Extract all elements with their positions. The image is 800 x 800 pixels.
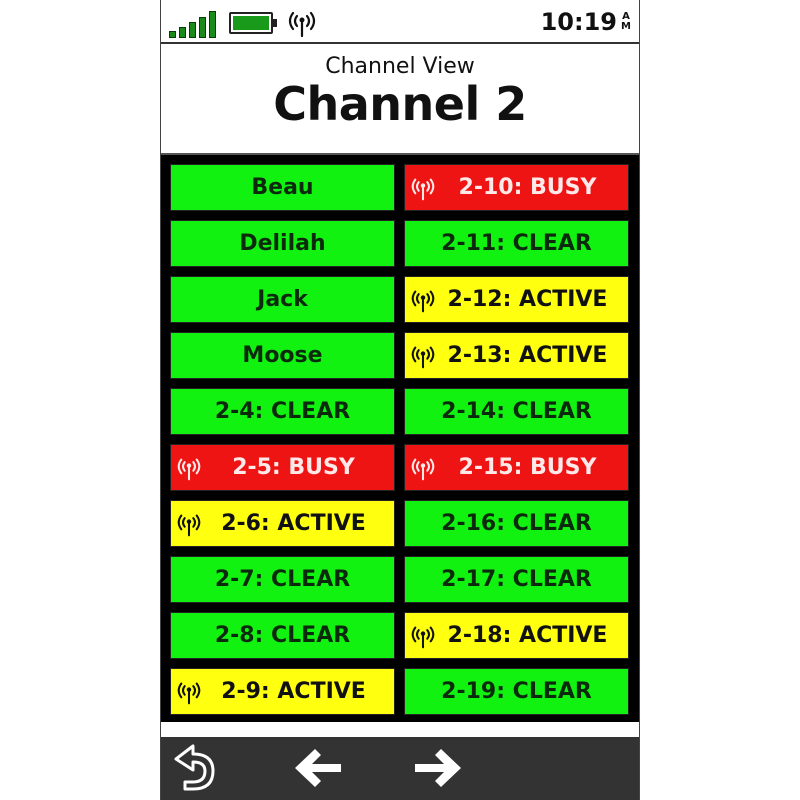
channel-label: 2-19: CLEAR	[441, 679, 592, 704]
antenna-icon	[177, 514, 201, 537]
channel-cell[interactable]: 2-4: CLEAR	[170, 388, 395, 435]
channel-label: 2-4: CLEAR	[214, 399, 351, 424]
channel-label: Moose	[242, 343, 323, 368]
channel-cell[interactable]: 2-16: CLEAR	[404, 500, 629, 547]
channel-label: 2-13: ACTIVE	[447, 343, 608, 368]
channel-cell[interactable]: 2-19: CLEAR	[404, 668, 629, 715]
channel-label: Delilah	[239, 231, 326, 256]
channel-cell[interactable]: Moose	[170, 332, 395, 379]
channel-cell[interactable]: 2-11: CLEAR	[404, 220, 629, 267]
page-subtitle: Channel View	[325, 54, 475, 79]
channel-label: 2-14: CLEAR	[441, 399, 592, 424]
channel-label: 2-18: ACTIVE	[447, 623, 608, 648]
page-title: Channel 2	[273, 77, 527, 131]
channel-cell[interactable]: 2-5: BUSY	[170, 444, 395, 491]
channel-cell[interactable]: 2-18: ACTIVE	[404, 612, 629, 659]
signal-bars-icon	[169, 11, 216, 38]
channel-label: 2-17: CLEAR	[441, 567, 592, 592]
channel-label: 2-16: CLEAR	[441, 511, 592, 536]
channel-label: 2-7: CLEAR	[214, 567, 351, 592]
channel-label: 2-12: ACTIVE	[447, 287, 608, 312]
arrow-left-icon[interactable]	[291, 743, 347, 793]
channel-label: 2-9: ACTIVE	[221, 679, 366, 704]
channel-cell[interactable]: 2-6: ACTIVE	[170, 500, 395, 547]
channel-label: 2-5: BUSY	[232, 455, 355, 480]
channel-label: 2-15: BUSY	[458, 455, 597, 480]
channel-cell[interactable]: 2-13: ACTIVE	[404, 332, 629, 379]
antenna-icon	[411, 290, 435, 313]
bottom-nav	[161, 737, 639, 800]
channel-label: 2-6: ACTIVE	[221, 511, 366, 536]
channel-label: Jack	[257, 287, 308, 312]
channel-cell[interactable]: Beau	[170, 164, 395, 211]
antenna-icon	[288, 11, 316, 38]
back-icon[interactable]	[171, 743, 227, 793]
channel-cell[interactable]: 2-15: BUSY	[404, 444, 629, 491]
channel-cell[interactable]: 2-14: CLEAR	[404, 388, 629, 435]
channel-cell[interactable]: 2-7: CLEAR	[170, 556, 395, 603]
channel-cell[interactable]: 2-9: ACTIVE	[170, 668, 395, 715]
page-header: Channel View Channel 2	[161, 44, 639, 155]
channel-cell[interactable]: 2-8: CLEAR	[170, 612, 395, 659]
antenna-icon	[177, 682, 201, 705]
antenna-icon	[177, 458, 201, 481]
antenna-icon	[411, 346, 435, 369]
channel-label: 2-11: CLEAR	[441, 231, 592, 256]
antenna-icon	[411, 458, 435, 481]
channel-label: 2-10: BUSY	[458, 175, 597, 200]
arrow-right-icon[interactable]	[409, 743, 465, 793]
antenna-icon	[411, 178, 435, 201]
channel-cell[interactable]: 2-10: BUSY	[404, 164, 629, 211]
channel-cell[interactable]: Jack	[170, 276, 395, 323]
clock-time: 10:19	[540, 8, 617, 36]
channel-cell[interactable]: Delilah	[170, 220, 395, 267]
channel-label: 2-8: CLEAR	[214, 623, 351, 648]
battery-icon	[229, 12, 277, 34]
channel-grid: Beau 2-10: BUSY Delilah 2-11: CLEAR Jack 2-12…	[170, 164, 630, 715]
channel-cell[interactable]: 2-12: ACTIVE	[404, 276, 629, 323]
channel-cell[interactable]: 2-17: CLEAR	[404, 556, 629, 603]
antenna-icon	[411, 626, 435, 649]
divider	[161, 722, 639, 737]
channel-label: Beau	[251, 175, 314, 200]
